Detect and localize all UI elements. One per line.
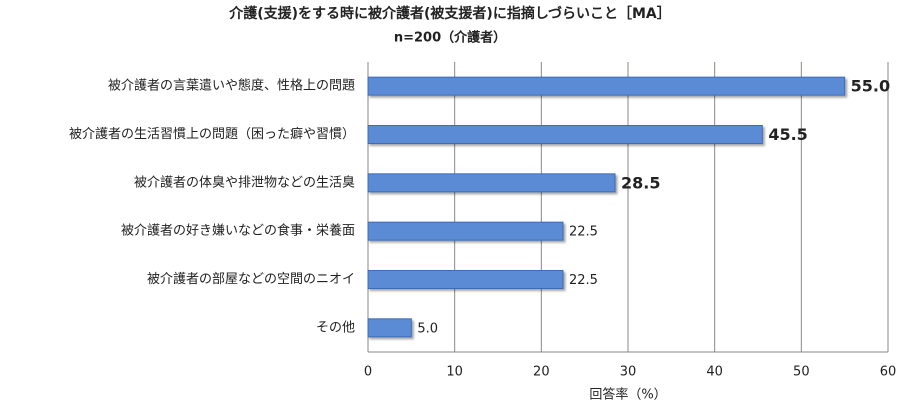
bar [367, 221, 564, 241]
chart-title: 介護(支援)をする時に被介護者(被支援者)に指摘しづらいこと［MA］ [228, 5, 671, 22]
data-label: 28.5 [621, 173, 660, 192]
bar [367, 173, 616, 193]
bar [367, 270, 564, 289]
y-tick-label: 被介護者の生活習慣上の問題（困った癖や習慣） [69, 126, 355, 142]
x-tick-label: 40 [706, 365, 723, 380]
x-tick-label: 50 [793, 365, 810, 380]
data-label: 55.0 [851, 77, 890, 96]
y-tick-label: 被介護者の好き嫌いなどの食事・栄養面 [121, 223, 355, 239]
x-tick-label: 10 [446, 365, 463, 380]
bar [367, 318, 412, 338]
x-tick-label: 0 [364, 365, 372, 380]
x-tick-label: 60 [880, 365, 897, 380]
data-label: 22.5 [569, 273, 598, 288]
bar [367, 125, 763, 144]
x-tick-label: 20 [533, 365, 550, 380]
bar [367, 76, 846, 96]
y-tick-label: 被介護者の体臭や排泄物などの生活臭 [134, 174, 355, 190]
chart-subtitle: n=200（介護者） [394, 30, 506, 46]
data-label: 22.5 [569, 225, 598, 240]
y-tick-label: 被介護者の言葉遣いや態度、性格上の問題 [108, 78, 355, 94]
data-label: 45.5 [768, 125, 807, 144]
y-tick-label: 被介護者の部屋などの空間のニオイ [147, 271, 355, 287]
x-axis-title: 回答率（%） [589, 387, 666, 403]
x-tick-label: 30 [620, 365, 637, 380]
y-tick-label: その他 [316, 320, 355, 335]
data-label: 5.0 [417, 321, 438, 336]
